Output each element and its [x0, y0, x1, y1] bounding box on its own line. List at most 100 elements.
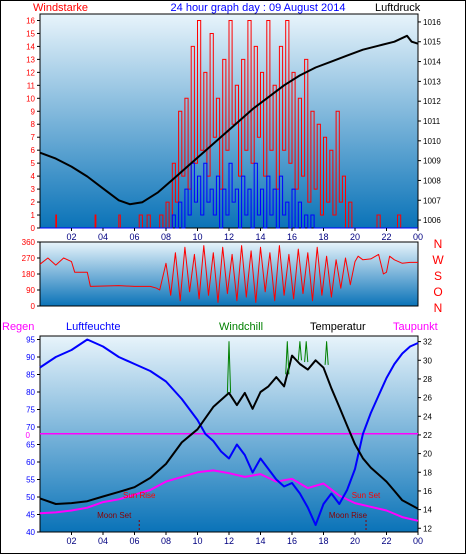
humidity-y-tick-label: 50	[26, 493, 35, 502]
humidity-y-tick-label: 70	[26, 423, 35, 432]
direction-plot-area	[39, 241, 419, 307]
temperature-y-tick-label: 32	[423, 338, 432, 347]
humidity-y-tick-label: 40	[26, 528, 35, 537]
temp-x-tick-label: 02	[66, 536, 76, 546]
wind-axis-label: Windstarke	[33, 2, 88, 14]
windchill-spike	[285, 341, 290, 375]
wind-plot-layer	[39, 20, 419, 229]
direction-y-tick-label: 0	[31, 302, 36, 311]
humidity-y-tick-label: 45	[26, 511, 35, 520]
temp-x-tick-label: 04	[98, 536, 108, 546]
temp-x-tick-label: 14	[255, 536, 265, 546]
wind-x-tick-label: 10	[192, 232, 202, 242]
wind-y-tick-label: 14	[26, 42, 35, 51]
windchill-spike	[304, 341, 309, 363]
direction-y-tick-label: 270	[22, 254, 36, 263]
pressure-y-tick-label: 1012	[423, 97, 441, 106]
pressure-y-tick-label: 1015	[423, 38, 441, 47]
temp-x-tick-label: 16	[287, 536, 297, 546]
wind-y-tick-label: 5	[31, 159, 36, 168]
humidity-y-tick-label: 55	[26, 476, 35, 485]
wind-direction-series	[39, 245, 418, 303]
humidity-series	[39, 338, 419, 526]
wind-y-tick-label: 2	[31, 198, 36, 207]
legend-temperature: Temperatur	[310, 321, 366, 333]
pressure-y-tick-label: 1010	[423, 137, 441, 146]
wind-y-tick-label: 9	[31, 107, 36, 116]
temp-x-tick-label: 22	[381, 536, 391, 546]
wind-y-tick-label: 0	[31, 224, 36, 233]
humidity-y-tick-label: 60	[26, 458, 35, 467]
wind-y-tick-label: 6	[31, 146, 36, 155]
compass-label: W	[432, 253, 444, 267]
pressure-y-tick-label: 1011	[423, 117, 441, 126]
temp-x-tick-label: 18	[318, 536, 328, 546]
wind-y-tick-label: 10	[26, 94, 35, 103]
compass-label: N	[434, 301, 443, 315]
pressure-series	[39, 34, 419, 206]
temp-x-tick-label: 06	[129, 536, 139, 546]
wind-y-tick-label: 7	[31, 133, 36, 142]
wind-x-tick-label: 02	[66, 232, 76, 242]
pressure-y-tick-label: 1006	[423, 216, 441, 225]
windchill-spike	[297, 341, 302, 361]
temperature-y-tick-label: 16	[423, 487, 432, 496]
direction-y-tick-label: 360	[22, 238, 36, 247]
wind-y-tick-label: 3	[31, 185, 36, 194]
chart-title: 24 hour graph day : 09 August 2014	[171, 2, 346, 14]
wind-y-tick-label: 13	[26, 55, 35, 64]
direction-plot-layer	[39, 245, 418, 303]
temp-x-tick-label: 08	[161, 536, 171, 546]
wind-axes: 02 04 06 08 10 12 14 16 18 20 22 000123456789101112…	[26, 16, 441, 242]
humidity-y-tick-label: 75	[26, 406, 35, 415]
pressure-axis-label: Luftdruck	[375, 2, 421, 14]
legend-rain: Regen	[2, 321, 34, 333]
temperature-y-tick-label: 28	[423, 375, 432, 384]
wind-x-tick-label: 08	[161, 232, 171, 242]
legend-humidity: Luftfeuchte	[66, 321, 120, 333]
temperature-y-tick-label: 26	[423, 394, 432, 403]
temp-axes: 02 04 06 08 10 12 14 16 18 20 22 00 40 45 50 55 60 65 70 75…	[26, 336, 432, 547]
pressure-y-tick-label: 1016	[423, 18, 441, 27]
dewpoint-series	[39, 469, 419, 522]
wind-x-tick-label: 04	[98, 232, 108, 242]
humidity-y-tick-label: 80	[26, 388, 35, 397]
temp-plot-layer: Sun Rise Sun Set Moon Set Moon Rise	[39, 338, 419, 532]
wind-x-tick-label: 14	[255, 232, 265, 242]
temperature-y-tick-label: 22	[423, 431, 432, 440]
moon-rise-label: Moon Rise	[329, 511, 368, 520]
windchill-spike	[226, 341, 232, 393]
temp-x-tick-label: 00	[413, 536, 423, 546]
temperature-y-tick-label: 18	[423, 468, 432, 477]
pressure-y-tick-label: 1008	[423, 176, 441, 185]
wind-y-tick-label: 16	[26, 16, 35, 25]
pressure-y-tick-label: 1009	[423, 157, 441, 166]
temperature-y-tick-label: 24	[423, 412, 432, 421]
wind-x-tick-label: 00	[413, 232, 423, 242]
legend-windchill: Windchill	[219, 321, 263, 333]
sun-rise-label: Sun Rise	[123, 491, 156, 500]
wind-x-tick-label: 18	[318, 232, 328, 242]
wind-y-tick-label: 1	[31, 211, 36, 220]
humidity-y-tick-label: 65	[26, 441, 35, 450]
humidity-y-tick-label: 95	[26, 336, 35, 345]
gust-series	[40, 162, 418, 229]
compass-label: N	[434, 237, 443, 251]
temperature-y-tick-label: 14	[423, 506, 432, 515]
direction-y-tick-label: 90	[26, 286, 35, 295]
moon-set-label: Moon Set	[97, 511, 132, 520]
rain-value: 0	[26, 431, 31, 440]
temperature-y-tick-label: 12	[423, 524, 432, 533]
temperature-y-tick-label: 20	[423, 450, 432, 459]
wind-x-tick-label: 06	[129, 232, 139, 242]
pressure-y-tick-label: 1007	[423, 196, 441, 205]
compass-label: O	[433, 285, 442, 299]
legend-dewpoint: Taupunkt	[393, 321, 438, 333]
pressure-y-tick-label: 1014	[423, 58, 441, 67]
wind-x-tick-label: 22	[381, 232, 391, 242]
wind-y-tick-label: 12	[26, 68, 35, 77]
windchill-spike	[324, 341, 329, 365]
